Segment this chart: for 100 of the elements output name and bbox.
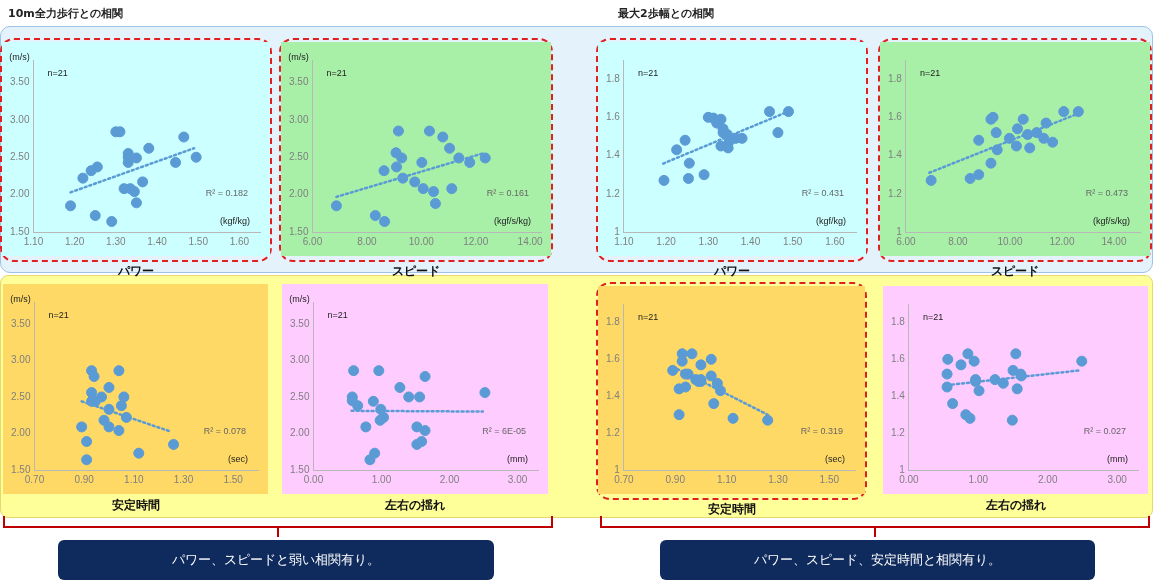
x-tick-label: 1.60: [229, 235, 250, 247]
x-axis-title: (sec): [228, 453, 248, 464]
annotation: R² = 0.027: [1083, 426, 1126, 437]
text: 安定時間: [110, 497, 161, 514]
annotation: n=21: [327, 310, 348, 321]
y-tick-label: 3.50: [288, 76, 309, 88]
y-tick-label: 2.50: [288, 150, 309, 162]
x-tick-label: 10.00: [408, 235, 435, 247]
y-tick-label: 1.6: [606, 111, 621, 123]
annotation: R² = 0.078: [203, 426, 246, 437]
y-tick-label: 3.00: [288, 113, 309, 125]
annotation: n=21: [326, 68, 347, 79]
x-tick-label: 14.00: [1101, 235, 1127, 247]
y-tick-label: 1.4: [606, 149, 621, 161]
x-axis-title: (kgf/kg): [815, 215, 846, 226]
y-tick-label: 1.50: [288, 225, 309, 237]
x-axis-title: (kgf/s/kg): [493, 215, 531, 226]
annotation: R² = 0.319: [800, 426, 843, 437]
x-tick-label: 2.00: [1038, 473, 1058, 485]
y-tick-label: 1.2: [888, 187, 903, 199]
x-tick-label: 1.10: [124, 473, 144, 485]
annotation: R² = 0.473: [1085, 188, 1128, 199]
y-tick-label: 1.50: [289, 463, 310, 475]
annotation: R² = 0.431: [801, 188, 844, 199]
x-axis-title: (kgf/s/kg): [1092, 215, 1130, 226]
text: スピード: [990, 263, 1040, 280]
x-tick-label: 1.50: [223, 473, 244, 485]
x-tick-label: 8.00: [357, 235, 378, 247]
x-tick-label: 8.00: [948, 235, 969, 247]
y-tick-label: 1.4: [606, 389, 621, 401]
y-tick-label: 1.8: [606, 316, 621, 328]
x-tick-label: 1.20: [656, 235, 677, 247]
y-tick-label: 2.00: [10, 427, 31, 439]
x-tick-label: 0.90: [665, 473, 686, 485]
text: 安定時間: [706, 501, 757, 518]
annotation: n=21: [919, 68, 941, 79]
x-tick-label: 12.00: [1049, 235, 1075, 247]
y-tick-label: 1.6: [606, 353, 621, 365]
y-tick-label: 3.00: [9, 113, 30, 125]
y-tick-label: 1: [899, 463, 906, 475]
annotation: n=21: [637, 68, 659, 79]
y-tick-label: 2.50: [9, 150, 30, 162]
y-tick-label: 1.4: [888, 149, 903, 161]
y-tick-label: 2.00: [289, 427, 310, 439]
x-tick-label: 12.00: [463, 235, 489, 247]
x-tick-label: 0.70: [614, 473, 635, 485]
x-tick-label: 0.00: [899, 473, 920, 485]
y-tick-label: 1.6: [891, 353, 906, 365]
annotation: R² = 6E-05: [482, 426, 526, 437]
x-tick-label: 3.00: [507, 473, 528, 485]
x-tick-label: 10.00: [997, 235, 1023, 247]
y-tick-label: 1.50: [9, 225, 30, 237]
x-tick-label: 1.10: [23, 235, 44, 247]
x-tick-label: 1.10: [716, 473, 737, 485]
x-tick-label: 1.10: [614, 235, 635, 247]
x-tick-label: 3.00: [1107, 473, 1128, 485]
text: 左右の揺れ: [384, 497, 446, 514]
x-axis-title: (mm): [507, 453, 528, 464]
annotation: n=21: [47, 68, 68, 79]
x-tick-label: 1.30: [768, 473, 789, 485]
text: パワー、スピードと弱い相関有り。: [58, 540, 494, 580]
y-tick-label: 1: [614, 225, 621, 237]
y-axis-title: (m/s): [288, 51, 309, 62]
annotation: n=21: [637, 312, 659, 323]
x-tick-label: 1.00: [968, 473, 989, 485]
y-tick-label: 2.00: [9, 188, 30, 200]
y-tick-label: 1.50: [10, 463, 31, 475]
chart-title: 最大2歩幅との相関: [618, 6, 714, 21]
x-axis-title: (sec): [825, 453, 845, 464]
y-tick-label: 1.2: [891, 426, 906, 438]
y-tick-label: 3.00: [289, 354, 310, 366]
y-axis-title: (m/s): [10, 293, 31, 304]
y-tick-label: 3.00: [10, 354, 31, 366]
text: パワー: [117, 263, 155, 280]
y-tick-label: 2.50: [10, 390, 31, 402]
x-tick-label: 1.20: [64, 235, 85, 247]
x-tick-label: 2.00: [439, 473, 460, 485]
y-tick-label: 1.2: [606, 187, 621, 199]
y-tick-label: 3.50: [10, 317, 31, 329]
x-tick-label: 14.00: [517, 235, 544, 247]
y-tick-label: 1.4: [891, 389, 906, 401]
y-tick-label: 1.2: [606, 426, 621, 438]
x-tick-label: 1.50: [819, 473, 840, 485]
x-tick-label: 1.40: [147, 235, 168, 247]
text: 左右の揺れ: [984, 497, 1047, 514]
annotation: R² = 0.161: [486, 188, 529, 199]
y-axis-title: (m/s): [9, 51, 30, 62]
x-tick-label: 1.50: [188, 235, 209, 247]
annotation: n=21: [922, 312, 944, 323]
text: パワー、スピード、安定時間と相関有り。: [660, 540, 1095, 580]
y-tick-label: 2.50: [289, 390, 310, 402]
text: パワー: [713, 263, 751, 280]
x-tick-label: 0.70: [24, 473, 45, 485]
text: スピード: [391, 263, 441, 280]
x-axis-title: (mm): [1107, 453, 1128, 464]
y-tick-label: 3.50: [9, 76, 30, 88]
x-tick-label: 6.00: [896, 235, 917, 247]
y-tick-label: 1.6: [888, 111, 903, 123]
x-axis-title: (kgf/kg): [219, 215, 250, 226]
y-tick-label: 1.8: [888, 72, 903, 84]
